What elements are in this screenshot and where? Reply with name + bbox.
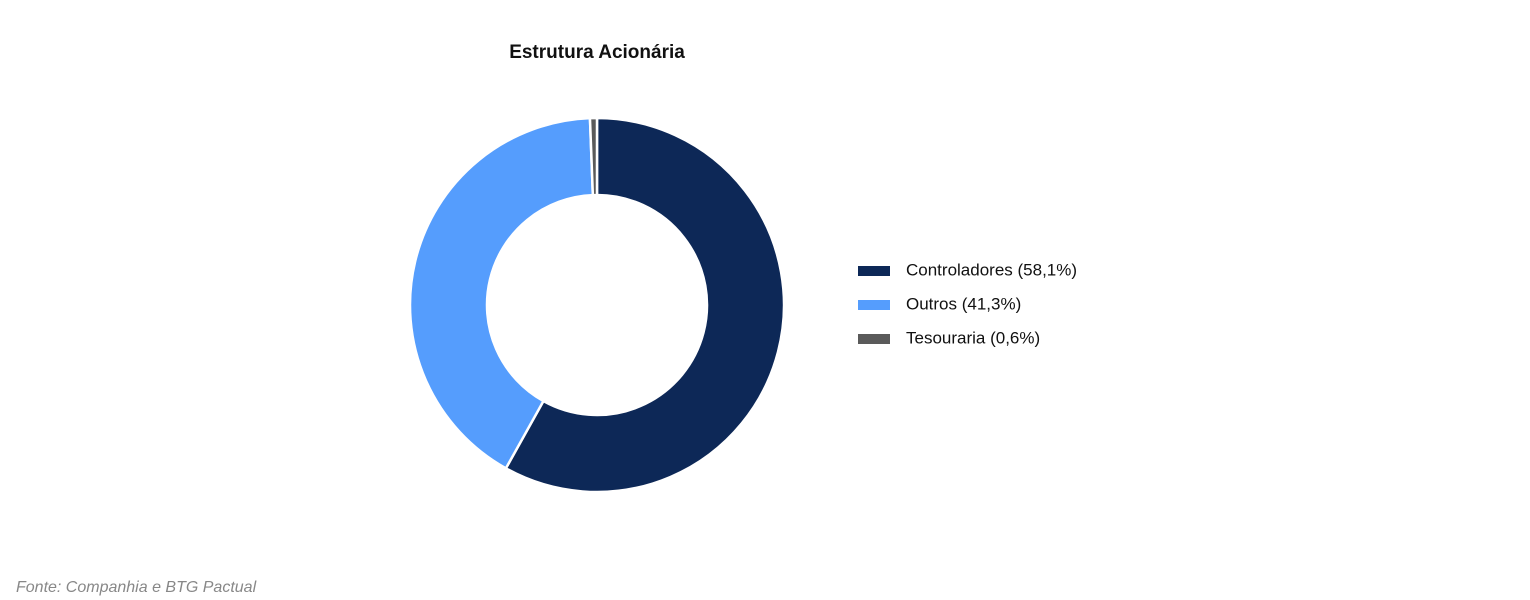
- donut-slice: [504, 116, 786, 494]
- legend-label: Outros (41,3%): [906, 294, 1021, 313]
- donut-slice: [408, 116, 595, 471]
- chart-title: Estrutura Acionária: [509, 42, 685, 63]
- legend-swatch: [858, 266, 890, 276]
- source-note: Fonte: Companhia e BTG Pactual: [16, 579, 257, 596]
- legend-swatch: [858, 300, 890, 310]
- legend-swatch: [858, 334, 890, 344]
- legend-label: Controladores (58,1%): [906, 260, 1077, 279]
- donut-slice: [588, 116, 599, 197]
- legend-label: Tesouraria (0,6%): [906, 328, 1040, 347]
